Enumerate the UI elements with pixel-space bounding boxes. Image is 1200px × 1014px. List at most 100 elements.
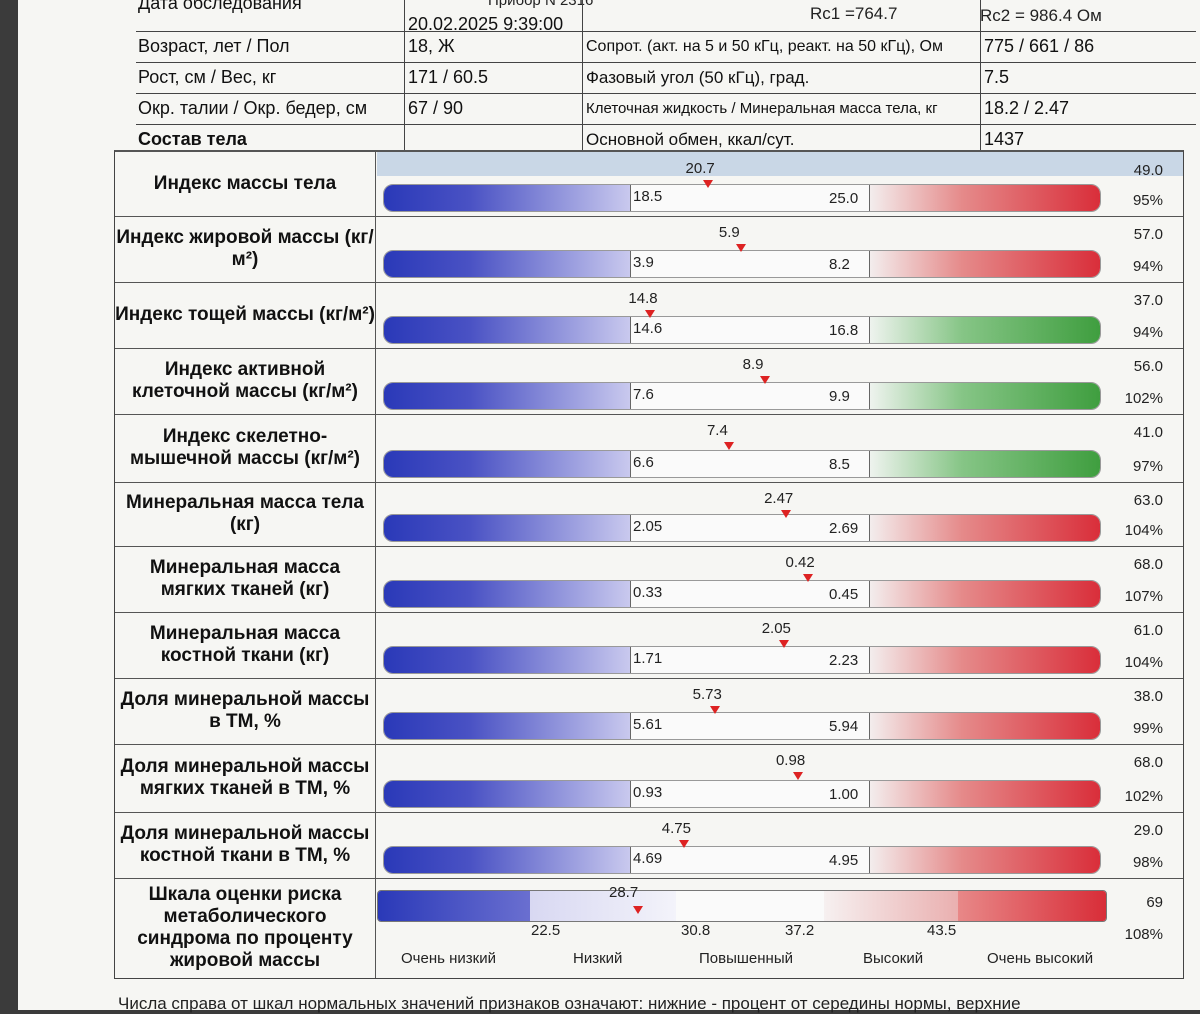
- low-zone: [384, 781, 630, 807]
- high-zone: [870, 847, 1100, 873]
- low-zone: [384, 317, 630, 343]
- risk-tick-label: 30.8: [681, 922, 711, 939]
- high-zone: [870, 581, 1100, 607]
- norm-low-value: 7.6: [633, 386, 654, 403]
- norm-zone: [630, 647, 870, 673]
- risk-tick-label: 37.2: [785, 922, 815, 939]
- value-marker-icon: [645, 310, 656, 318]
- percent-of-norm: 94%: [1132, 258, 1163, 275]
- risk-category-label: Низкий: [573, 950, 623, 967]
- norm-low-value: 14.6: [633, 320, 663, 337]
- norm-scale-bar: [383, 712, 1101, 740]
- norm-scale-bar: [383, 382, 1101, 410]
- row-label: Индекс активной клеточной массы (кг/м²): [115, 348, 376, 414]
- high-zone: [870, 647, 1100, 673]
- norm-zone: [630, 383, 870, 409]
- norm-high-value: 5.94: [829, 718, 859, 735]
- info-row: Дата обследования 20.02.2025 9:39:00: [136, 0, 1196, 34]
- top-right-value: 38.0: [1133, 688, 1163, 705]
- value-marker-icon: [802, 574, 813, 582]
- top-right-value: 63.0: [1133, 492, 1163, 509]
- norm-scale-bar: [383, 450, 1101, 478]
- info-label: Рост, см / Вес, кг: [138, 67, 277, 87]
- info-value: 67 / 90: [408, 98, 464, 118]
- norm-scale-bar: [383, 250, 1101, 278]
- value-marker-icon: [735, 244, 746, 252]
- value-marker-icon: [702, 180, 713, 188]
- percent-of-norm: 102%: [1124, 788, 1163, 805]
- norm-high-value: 9.9: [829, 388, 850, 405]
- percent-of-norm: 104%: [1124, 522, 1163, 539]
- norm-scale-bar: [383, 646, 1101, 674]
- rc1-value: Rc1 =764.7: [810, 4, 898, 23]
- percent-of-norm: 94%: [1132, 324, 1163, 341]
- percent-of-norm: 104%: [1124, 654, 1163, 671]
- norm-zone: [630, 781, 870, 807]
- percent-of-norm: 99%: [1132, 720, 1163, 737]
- low-zone: [384, 251, 630, 277]
- patient-value: 0.42: [785, 554, 815, 571]
- risk-scale-bar: [377, 890, 1107, 922]
- composition-row: Индекс жировой массы (кг/м²) 3.9 8.2 5.9 57.…: [115, 216, 1183, 283]
- norm-zone: [630, 847, 870, 873]
- info-label: Окр. талии / Окр. бедер, см: [138, 98, 368, 118]
- norm-high-value: 16.8: [829, 322, 859, 339]
- risk-category-label: Повышенный: [699, 950, 793, 967]
- top-right-value: 68.0: [1133, 754, 1163, 771]
- top-right-value: 29.0: [1133, 822, 1163, 839]
- value-marker-icon: [678, 840, 689, 848]
- info-row: Возраст, лет / Пол 18, Ж Сопрот. (акт. н…: [136, 31, 1196, 63]
- risk-row: Шкала оценки риска метаболического синдр…: [115, 878, 1183, 978]
- section-title: Состав тела: [138, 129, 247, 149]
- value-marker-icon: [778, 640, 789, 648]
- report-page: Прибор N 2316 Rc1 =764.7 Rc2 = 986.4 Ом …: [18, 0, 1200, 1013]
- risk-zone: [958, 891, 1106, 921]
- value-marker-icon: [633, 906, 643, 914]
- composition-row: Минеральная масса мягких тканей (кг) 0.33…: [115, 546, 1183, 613]
- param-label: Основной обмен, ккал/сут.: [586, 130, 795, 149]
- param-value: 1437: [984, 129, 1025, 149]
- low-zone: [384, 515, 630, 541]
- info-row: Состав тела Основной обмен, ккал/сут. 14…: [136, 124, 1196, 150]
- norm-zone: [630, 515, 870, 541]
- norm-scale-bar: [383, 184, 1101, 212]
- risk-category-label: Очень низкий: [401, 950, 496, 967]
- risk-zone: [530, 891, 677, 921]
- norm-zone: [630, 185, 870, 211]
- top-right-value: 69: [1146, 894, 1163, 911]
- param-value: 18.2 / 2.47: [984, 98, 1070, 118]
- info-label: Возраст, лет / Пол: [138, 36, 290, 56]
- composition-table: Индекс массы тела 18.5 25.0 20.7 49.0 95% Инде…: [114, 150, 1184, 979]
- risk-zone: [824, 891, 959, 921]
- risk-tick-label: 22.5: [531, 922, 561, 939]
- high-zone: [870, 515, 1100, 541]
- composition-row: Доля минеральной массы костной ткани в Т…: [115, 812, 1183, 879]
- patient-value: 8.9: [742, 356, 764, 373]
- norm-low-value: 4.69: [633, 850, 663, 867]
- patient-value: 4.75: [661, 820, 691, 837]
- risk-zone: [676, 891, 825, 921]
- norm-scale-bar: [383, 846, 1101, 874]
- info-value: 171 / 60.5: [408, 67, 489, 87]
- high-zone: [870, 713, 1100, 739]
- norm-low-value: 3.9: [633, 254, 654, 271]
- norm-high-value: 2.23: [829, 652, 859, 669]
- norm-low-value: 1.71: [633, 650, 663, 667]
- risk-tick-label: 43.5: [927, 922, 957, 939]
- composition-row: Индекс массы тела 18.5 25.0 20.7 49.0 95%: [115, 152, 1183, 217]
- norm-zone: [630, 317, 870, 343]
- param-label: Сопрот. (акт. на 5 и 50 кГц, реакт. на 5…: [586, 38, 943, 55]
- norm-high-value: 2.69: [829, 520, 859, 537]
- norm-low-value: 0.33: [633, 584, 663, 601]
- risk-zone: [378, 891, 531, 921]
- risk-category-label: Высокий: [863, 950, 924, 967]
- top-right-value: 57.0: [1133, 226, 1163, 243]
- patient-value: 5.73: [692, 686, 722, 703]
- patient-value: 20.7: [685, 160, 715, 177]
- row-label: Минеральная масса мягких тканей (кг): [115, 546, 376, 612]
- norm-high-value: 0.45: [829, 586, 859, 603]
- row-label: Доля минеральной массы костной ткани в Т…: [115, 812, 376, 878]
- value-marker-icon: [792, 772, 803, 780]
- value-marker-icon: [759, 376, 770, 384]
- info-row: Рост, см / Вес, кг 171 / 60.5 Фазовый уг…: [136, 62, 1196, 94]
